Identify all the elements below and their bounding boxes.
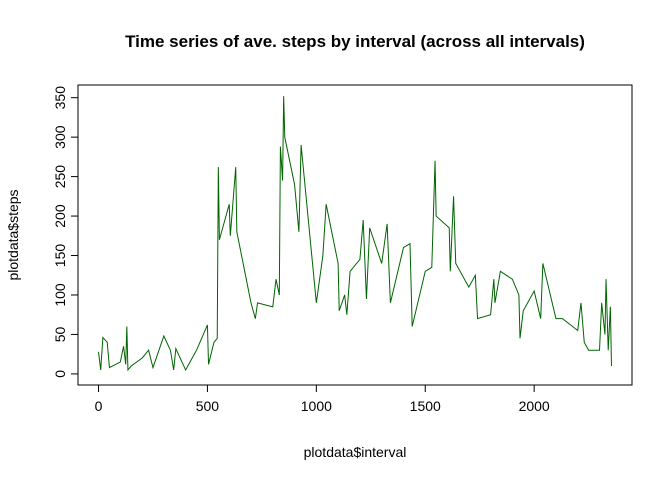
y-tick-label: 0 — [52, 370, 68, 378]
y-tick-label: 250 — [52, 165, 68, 189]
plot-frame — [77, 84, 633, 386]
x-tick-label: 500 — [196, 398, 220, 414]
y-tick-label: 350 — [52, 86, 68, 110]
y-tick-label: 50 — [52, 326, 68, 342]
x-tick-label: 1500 — [410, 398, 441, 414]
y-axis-label: plotdata$steps — [5, 189, 21, 280]
x-tick-label: 0 — [95, 398, 103, 414]
y-tick-label: 200 — [52, 204, 68, 228]
y-tick-label: 150 — [52, 244, 68, 268]
y-tick-label: 300 — [52, 125, 68, 149]
line-series — [98, 96, 612, 372]
chart-title: Time series of ave. steps by interval (a… — [125, 32, 585, 51]
x-axis-label: plotdata$interval — [304, 444, 407, 460]
x-tick-label: 2000 — [519, 398, 550, 414]
y-tick-label: 100 — [52, 283, 68, 307]
x-tick-label: 1000 — [301, 398, 332, 414]
